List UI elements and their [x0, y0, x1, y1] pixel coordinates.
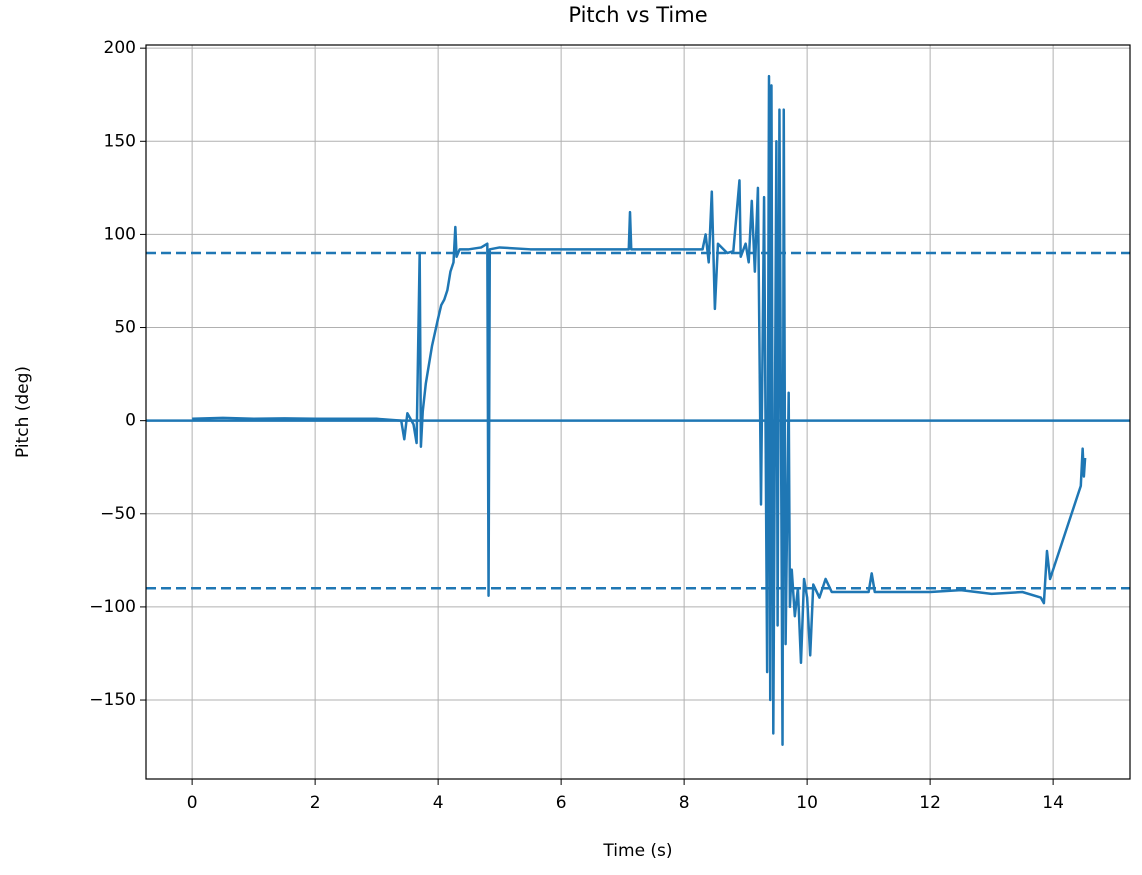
y-tick-label: 150 [104, 131, 136, 151]
x-tick-label: 6 [556, 793, 567, 813]
x-tick-label: 14 [1042, 793, 1064, 813]
y-tick-label: 0 [125, 411, 136, 431]
x-tick-label: 2 [310, 793, 321, 813]
plot-frame [145, 44, 1131, 780]
chart-title: Pitch vs Time [568, 3, 707, 27]
x-tick-label: 10 [796, 793, 818, 813]
y-tick-label: −50 [100, 504, 136, 524]
y-tick-label: 100 [104, 224, 136, 244]
x-tick-label: 12 [919, 793, 941, 813]
y-tick-label: −100 [89, 597, 136, 617]
y-axis-label: Pitch (deg) [13, 366, 33, 458]
y-tick-label: −150 [89, 690, 136, 710]
x-tick-label: 4 [433, 793, 444, 813]
y-tick-label: 50 [114, 318, 136, 338]
y-tick-label: 200 [104, 38, 136, 58]
x-tick-label: 0 [187, 793, 198, 813]
x-tick-label: 8 [679, 793, 690, 813]
data-line [192, 74, 1087, 746]
x-axis-label: Time (s) [602, 841, 672, 861]
